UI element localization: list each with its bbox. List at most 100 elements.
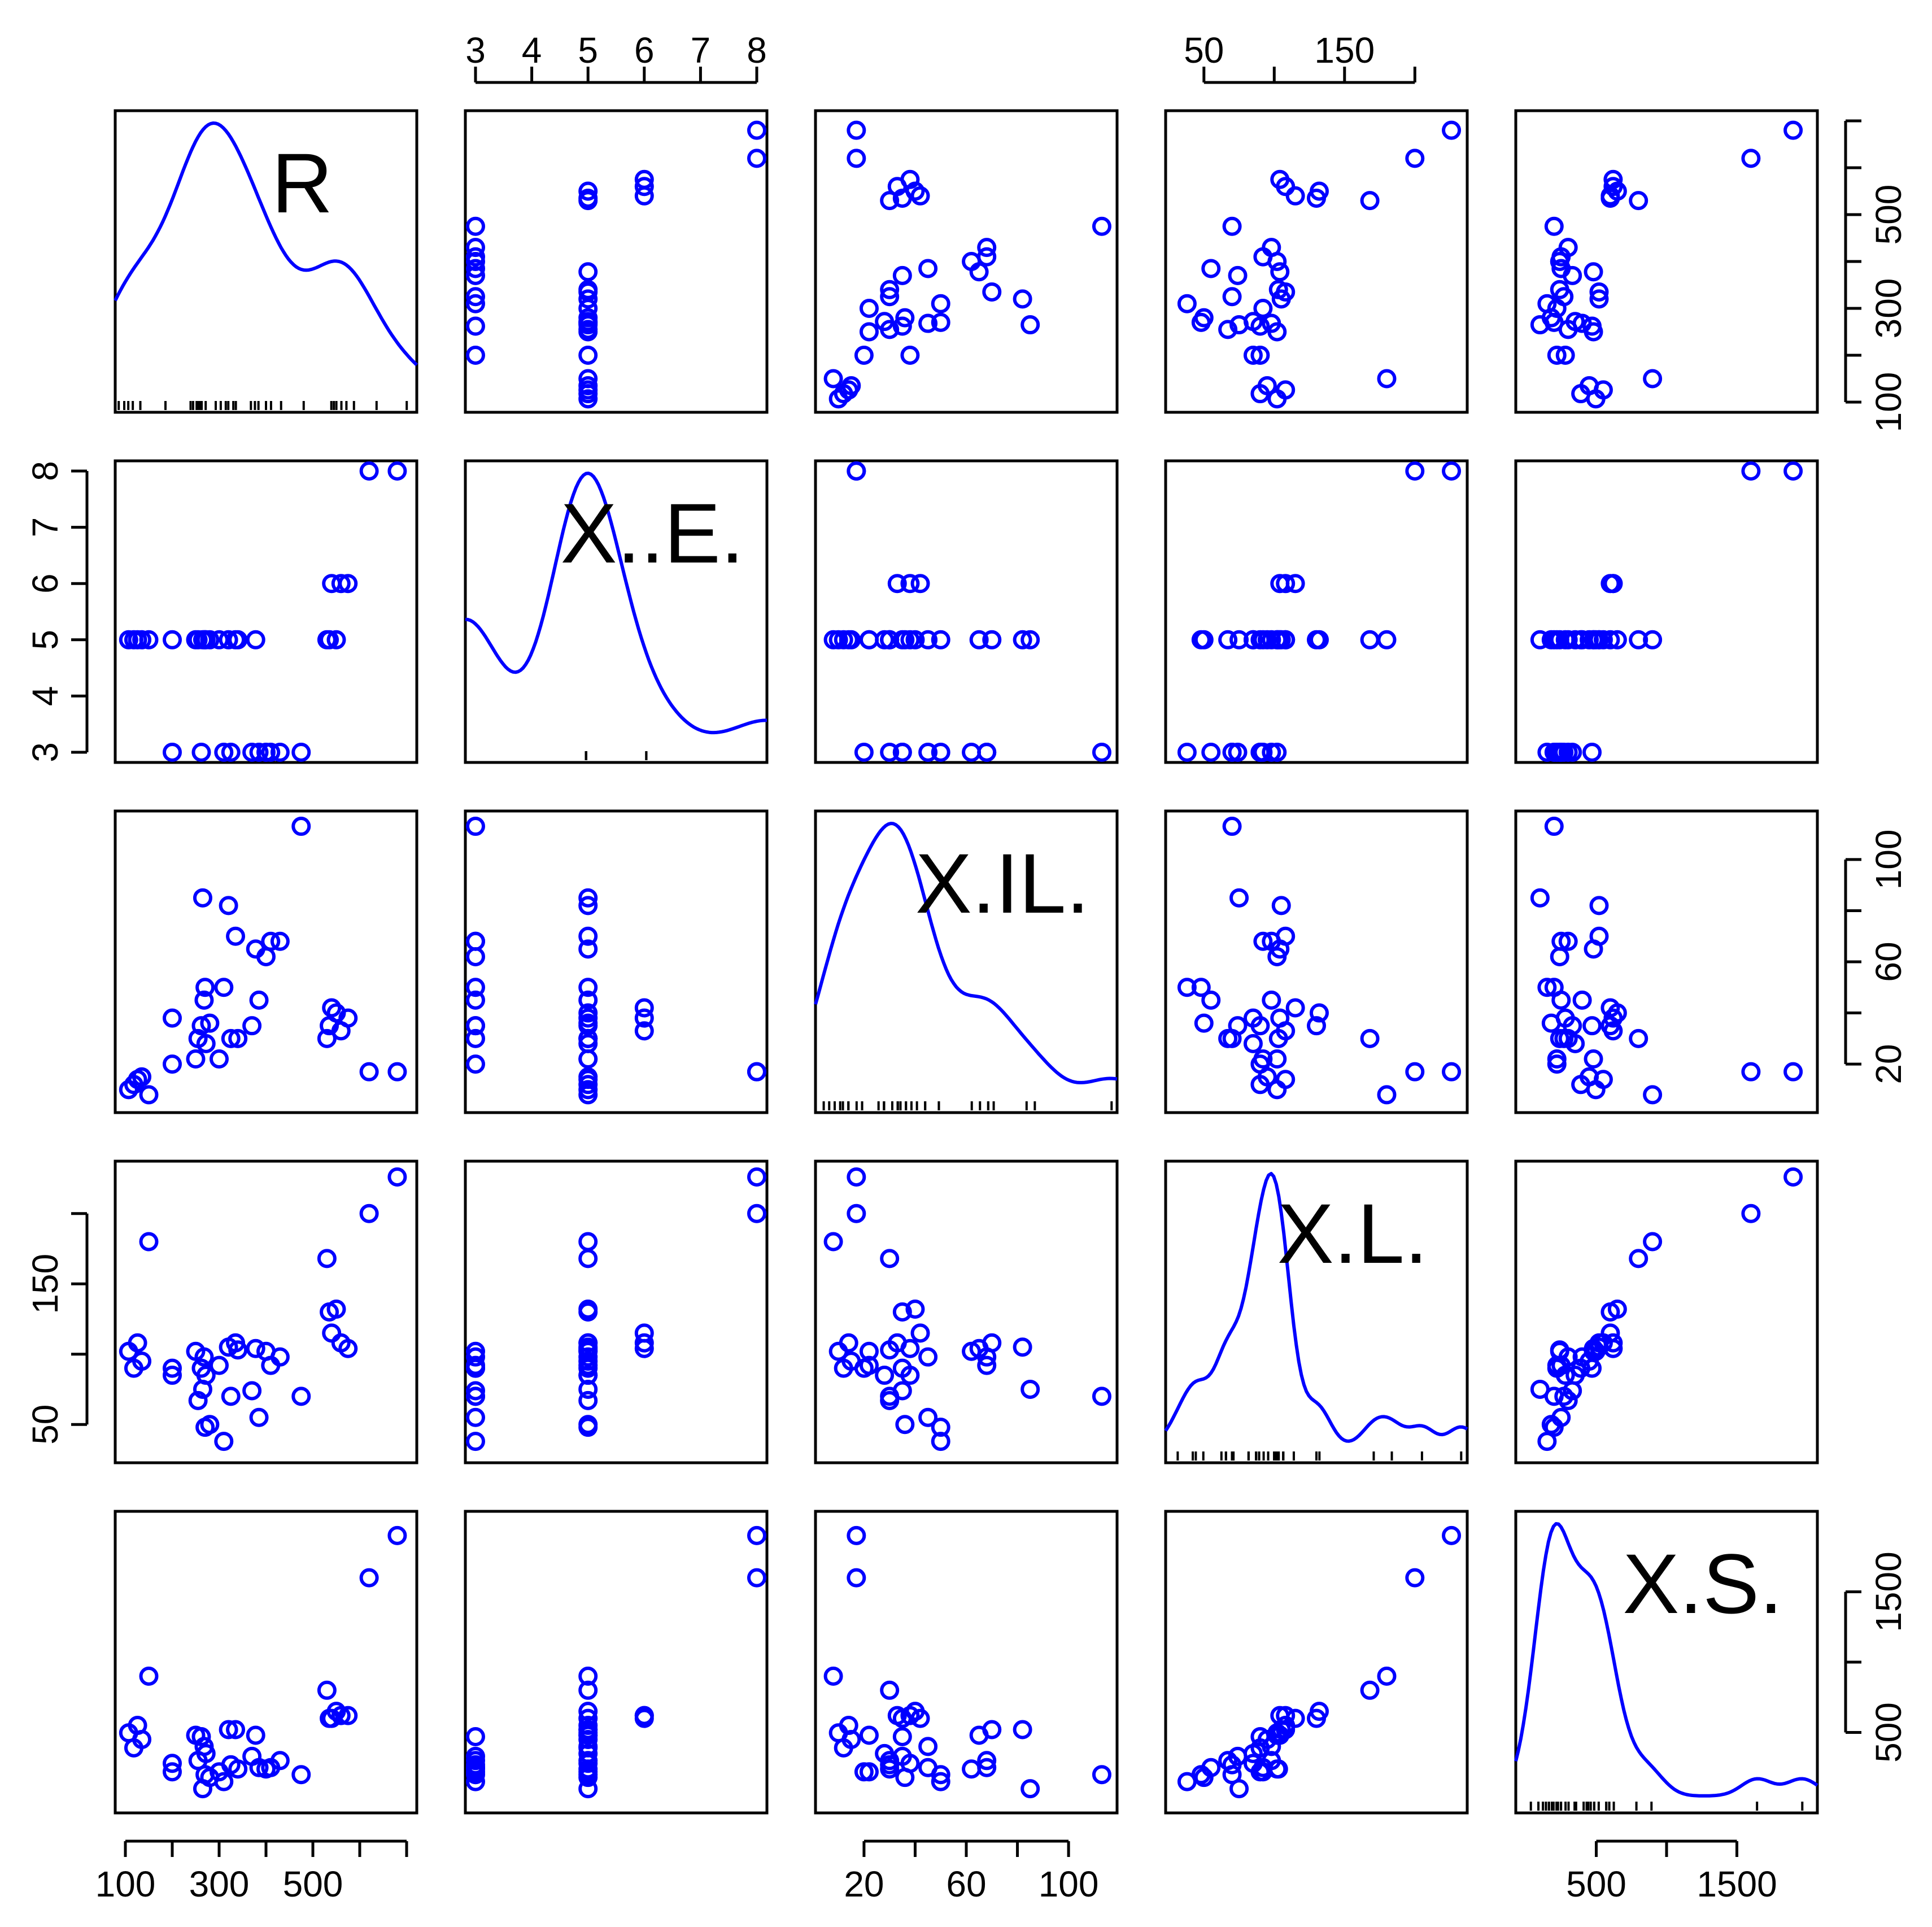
point-2-3-11 [1262, 990, 1281, 1010]
point-2-3-27 [1222, 817, 1242, 836]
point-0-3-34 [1405, 149, 1425, 168]
point-3-0-22 [246, 1339, 265, 1358]
point-1-0-20 [228, 630, 248, 649]
point-3-1-13 [578, 1366, 598, 1385]
point-2-1-15 [578, 1049, 598, 1069]
point-1-2-21 [892, 743, 912, 762]
point-4-0-16 [214, 1772, 234, 1791]
panel-frame-3-3 [1164, 1159, 1469, 1464]
point-3-2-7 [859, 1341, 879, 1361]
point-4-0-13 [196, 1743, 216, 1763]
point-2-4-7 [1584, 1049, 1603, 1069]
point-0-1-31 [578, 181, 598, 201]
x-tick-label-X..E.-3: 6 [634, 30, 655, 71]
point-0-2-21 [892, 265, 912, 285]
point-1-0-3 [132, 630, 152, 649]
point-0-1-6 [578, 346, 598, 365]
y-tick-label-X.L.-2: 150 [25, 1254, 66, 1314]
point-2-3-16 [1177, 978, 1197, 997]
point-4-3-23 [1201, 1758, 1221, 1777]
y-tick-label-X..E.-5: 8 [25, 461, 66, 481]
point-2-4-21 [1563, 1016, 1582, 1036]
point-2-1-21 [466, 1016, 485, 1036]
point-4-0-22 [246, 1725, 265, 1745]
panel-frame-2-2 [814, 809, 1119, 1114]
point-0-3-16 [1177, 294, 1197, 313]
point-1-2-10 [1020, 630, 1040, 649]
point-3-2-26 [977, 1347, 997, 1367]
point-2-3-13 [1243, 1034, 1263, 1053]
point-0-1-25 [466, 247, 485, 267]
point-1-4-20 [1550, 630, 1569, 649]
point-1-4-4 [1643, 630, 1663, 649]
point-0-2-17 [1013, 289, 1032, 309]
point-4-1-20 [578, 1759, 598, 1779]
point-2-4-23 [1551, 990, 1571, 1010]
point-1-3-16 [1177, 743, 1197, 762]
point-1-3-23 [1201, 743, 1221, 762]
point-4-3-31 [1309, 1702, 1329, 1721]
point-3-0-18 [221, 1387, 241, 1406]
point-0-2-19 [982, 282, 1002, 302]
point-4-2-34 [847, 1568, 866, 1588]
point-4-2-20 [880, 1759, 900, 1779]
point-1-2-4 [823, 630, 843, 649]
point-2-4-22 [1584, 939, 1603, 959]
point-1-2-30 [910, 574, 930, 594]
point-2-4-3 [1580, 1067, 1599, 1087]
point-0-2-30 [910, 186, 930, 206]
point-1-0-31 [326, 630, 346, 649]
panel-frame-4-3 [1164, 1510, 1469, 1815]
point-2-1-29 [578, 1016, 598, 1036]
y-tick-label-X..E.-0: 3 [25, 742, 66, 762]
point-1-2-23 [918, 743, 938, 762]
point-2-0-21 [242, 1016, 262, 1036]
point-2-3-30 [1285, 998, 1305, 1018]
point-4-2-27 [1092, 1765, 1111, 1785]
point-4-0-6 [163, 1754, 182, 1773]
point-4-3-4 [1377, 1666, 1397, 1686]
point-3-2-15 [859, 1355, 879, 1375]
panel-frame-3-1 [464, 1159, 769, 1464]
point-2-4-4 [1643, 1085, 1663, 1105]
point-1-4-28 [1629, 630, 1648, 649]
panel-frame-0-3 [1164, 109, 1469, 414]
point-0-3-31 [1309, 181, 1329, 201]
point-3-0-26 [270, 1347, 290, 1367]
panel-frame-2-1 [464, 809, 769, 1114]
point-3-4-16 [1537, 1432, 1557, 1451]
panel-frame-1-0 [114, 459, 418, 764]
point-3-0-16 [214, 1432, 234, 1451]
point-3-2-14 [895, 1415, 915, 1435]
point-3-2-2 [839, 1333, 858, 1353]
point-1-0-27 [291, 743, 311, 762]
point-0-4-26 [1558, 238, 1578, 258]
point-3-1-33 [634, 1339, 654, 1358]
point-1-4-34 [1741, 461, 1761, 481]
point-0-1-32 [634, 177, 654, 197]
x-tick-label-X.L.-0: 50 [1184, 30, 1224, 71]
point-2-3-33 [1270, 1008, 1290, 1028]
point-2-1-31 [578, 1003, 598, 1023]
panel-frame-2-4 [1514, 809, 1819, 1114]
point-2-1-17 [578, 896, 598, 915]
y-tick-label-X.IL.-2: 60 [1868, 941, 1909, 982]
point-4-2-16 [931, 1772, 950, 1791]
point-0-1-18 [466, 287, 485, 307]
point-3-1-26 [466, 1347, 485, 1367]
point-4-1-35 [747, 1525, 766, 1545]
point-0-4-27 [1544, 216, 1564, 236]
point-2-1-22 [578, 939, 598, 959]
x-tick-label-X.L.-2: 150 [1314, 30, 1375, 71]
point-3-2-23 [918, 1407, 938, 1427]
x-tick-label-R-2: 300 [189, 1864, 250, 1904]
point-0-2-5 [854, 346, 874, 365]
point-4-0-33 [338, 1706, 358, 1725]
panel-frame-3-2 [814, 1159, 1119, 1464]
point-0-1-22 [578, 262, 598, 282]
point-4-0-34 [359, 1568, 379, 1588]
point-3-2-13 [875, 1366, 895, 1385]
point-4-0-31 [326, 1702, 346, 1721]
point-2-0-7 [186, 1049, 206, 1069]
